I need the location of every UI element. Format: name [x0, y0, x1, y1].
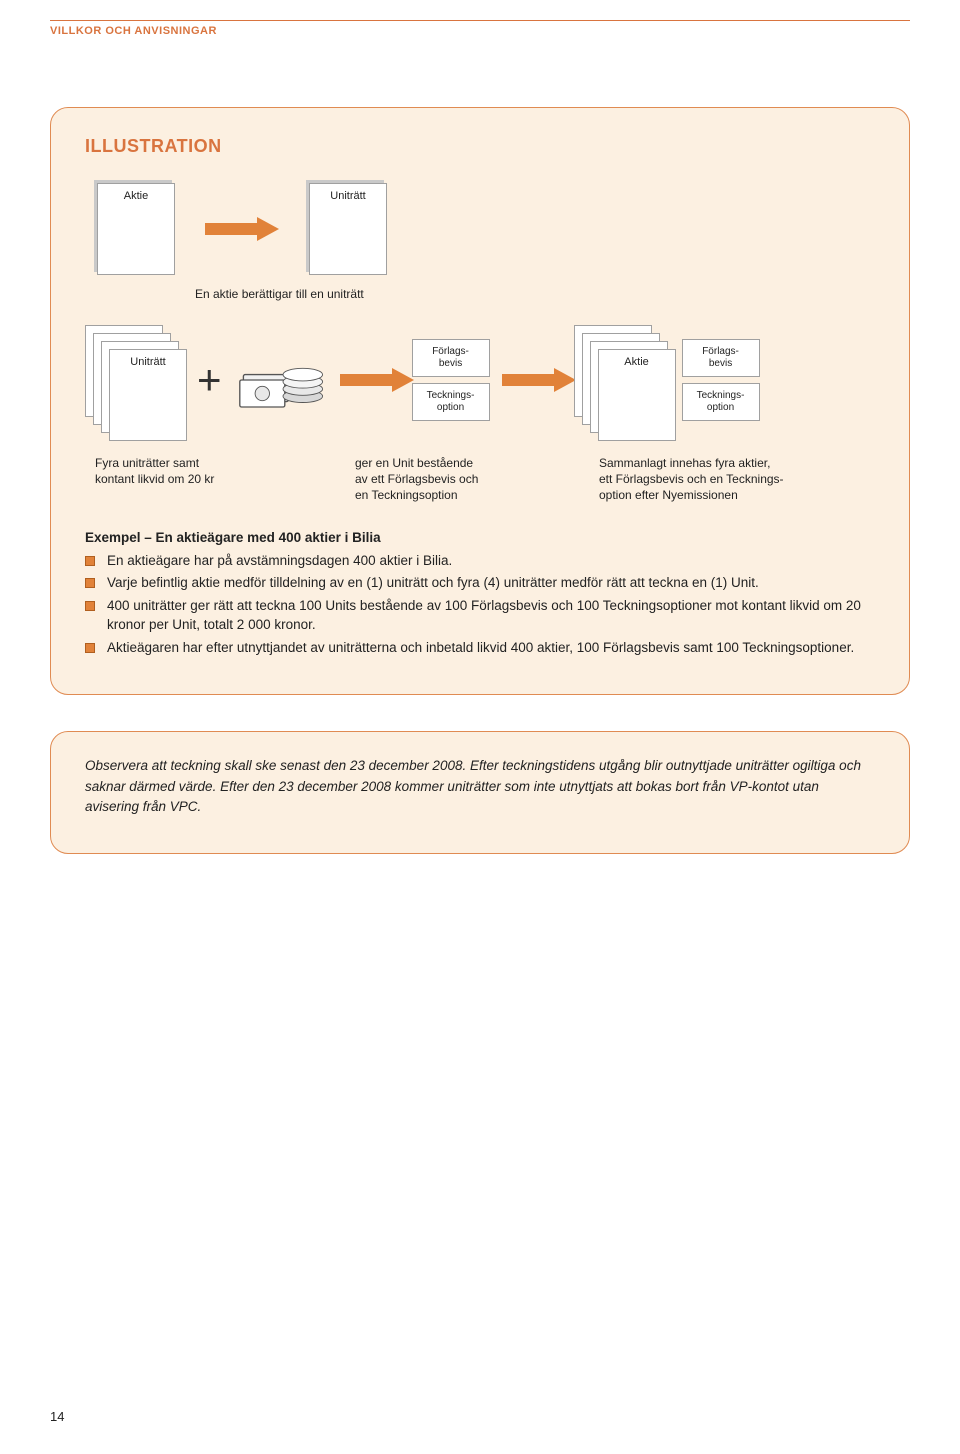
- bullet-icon: [85, 601, 95, 611]
- notice-text: Observera att teckning skall ske senast …: [85, 758, 861, 814]
- caption-right: Sammanlagt innehas fyra aktier,ett Förla…: [569, 455, 875, 504]
- arrow-icon: [205, 218, 279, 240]
- bullet-text: En aktieägare har på avstämningsdagen 40…: [107, 551, 875, 571]
- illustration-title: ILLUSTRATION: [85, 136, 875, 157]
- header-rule: [50, 20, 910, 21]
- card-förlagsbevis: Förlags-bevis: [682, 339, 760, 377]
- card-teckningsoption: Tecknings-option: [682, 383, 760, 421]
- page-number: 14: [50, 1409, 64, 1424]
- list-item: Varje befintlig aktie medför tilldelning…: [85, 573, 875, 593]
- uniträtt-stack: U U U Uniträtt: [85, 325, 181, 435]
- diagram-row-1: Aktie Uniträtt: [97, 183, 875, 275]
- caption-left: Fyra uniträtter samtkontant likvid om 20…: [85, 455, 325, 504]
- card-aktie: Aktie: [97, 183, 175, 275]
- bullet-icon: [85, 556, 95, 566]
- bullet-text: Aktieägaren har efter utnyttjandet av un…: [107, 638, 875, 658]
- section-header: VILLKOR OCH ANVISNINGAR: [50, 25, 910, 37]
- captions-row2: Fyra uniträtter samtkontant likvid om 20…: [85, 455, 875, 504]
- final-result: Förlags-bevis Tecknings-option: [682, 339, 760, 421]
- card-förlagsbevis: Förlags-bevis: [412, 339, 490, 377]
- caption-mid: ger en Unit beståendeav ett Förlagsbevis…: [325, 455, 569, 504]
- bullet-icon: [85, 578, 95, 588]
- diagram-row-2: U U U Uniträtt + Förlags-bevis Tecknings…: [85, 325, 875, 435]
- stack-card-front: Aktie: [598, 349, 676, 441]
- bullet-text: 400 uniträtter ger rätt att teckna 100 U…: [107, 596, 875, 635]
- notice-panel: Observera att teckning skall ske senast …: [50, 731, 910, 854]
- bullet-text: Varje befintlig aktie medför tilldelning…: [107, 573, 875, 593]
- caption-row1: En aktie berättigar till en uniträtt: [195, 287, 875, 301]
- plus-icon: +: [197, 356, 222, 404]
- list-item: Aktieägaren har efter utnyttjandet av un…: [85, 638, 875, 658]
- illustration-panel: ILLUSTRATION Aktie Uniträtt En aktie ber…: [50, 107, 910, 695]
- unit-result: Förlags-bevis Tecknings-option: [412, 339, 490, 421]
- arrow-icon: [340, 369, 400, 391]
- card-teckningsoption: Tecknings-option: [412, 383, 490, 421]
- stack-card-front: Uniträtt: [109, 349, 187, 441]
- list-item: En aktieägare har på avstämningsdagen 40…: [85, 551, 875, 571]
- aktie-stack: Aktie: [574, 325, 670, 435]
- money-icon: [238, 343, 328, 417]
- card-uniträtt: Uniträtt: [309, 183, 387, 275]
- list-item: 400 uniträtter ger rätt att teckna 100 U…: [85, 596, 875, 635]
- bullet-icon: [85, 643, 95, 653]
- bullet-list: En aktieägare har på avstämningsdagen 40…: [85, 551, 875, 658]
- arrow-icon: [502, 369, 562, 391]
- example-heading: Exempel – En aktieägare med 400 aktier i…: [85, 530, 875, 545]
